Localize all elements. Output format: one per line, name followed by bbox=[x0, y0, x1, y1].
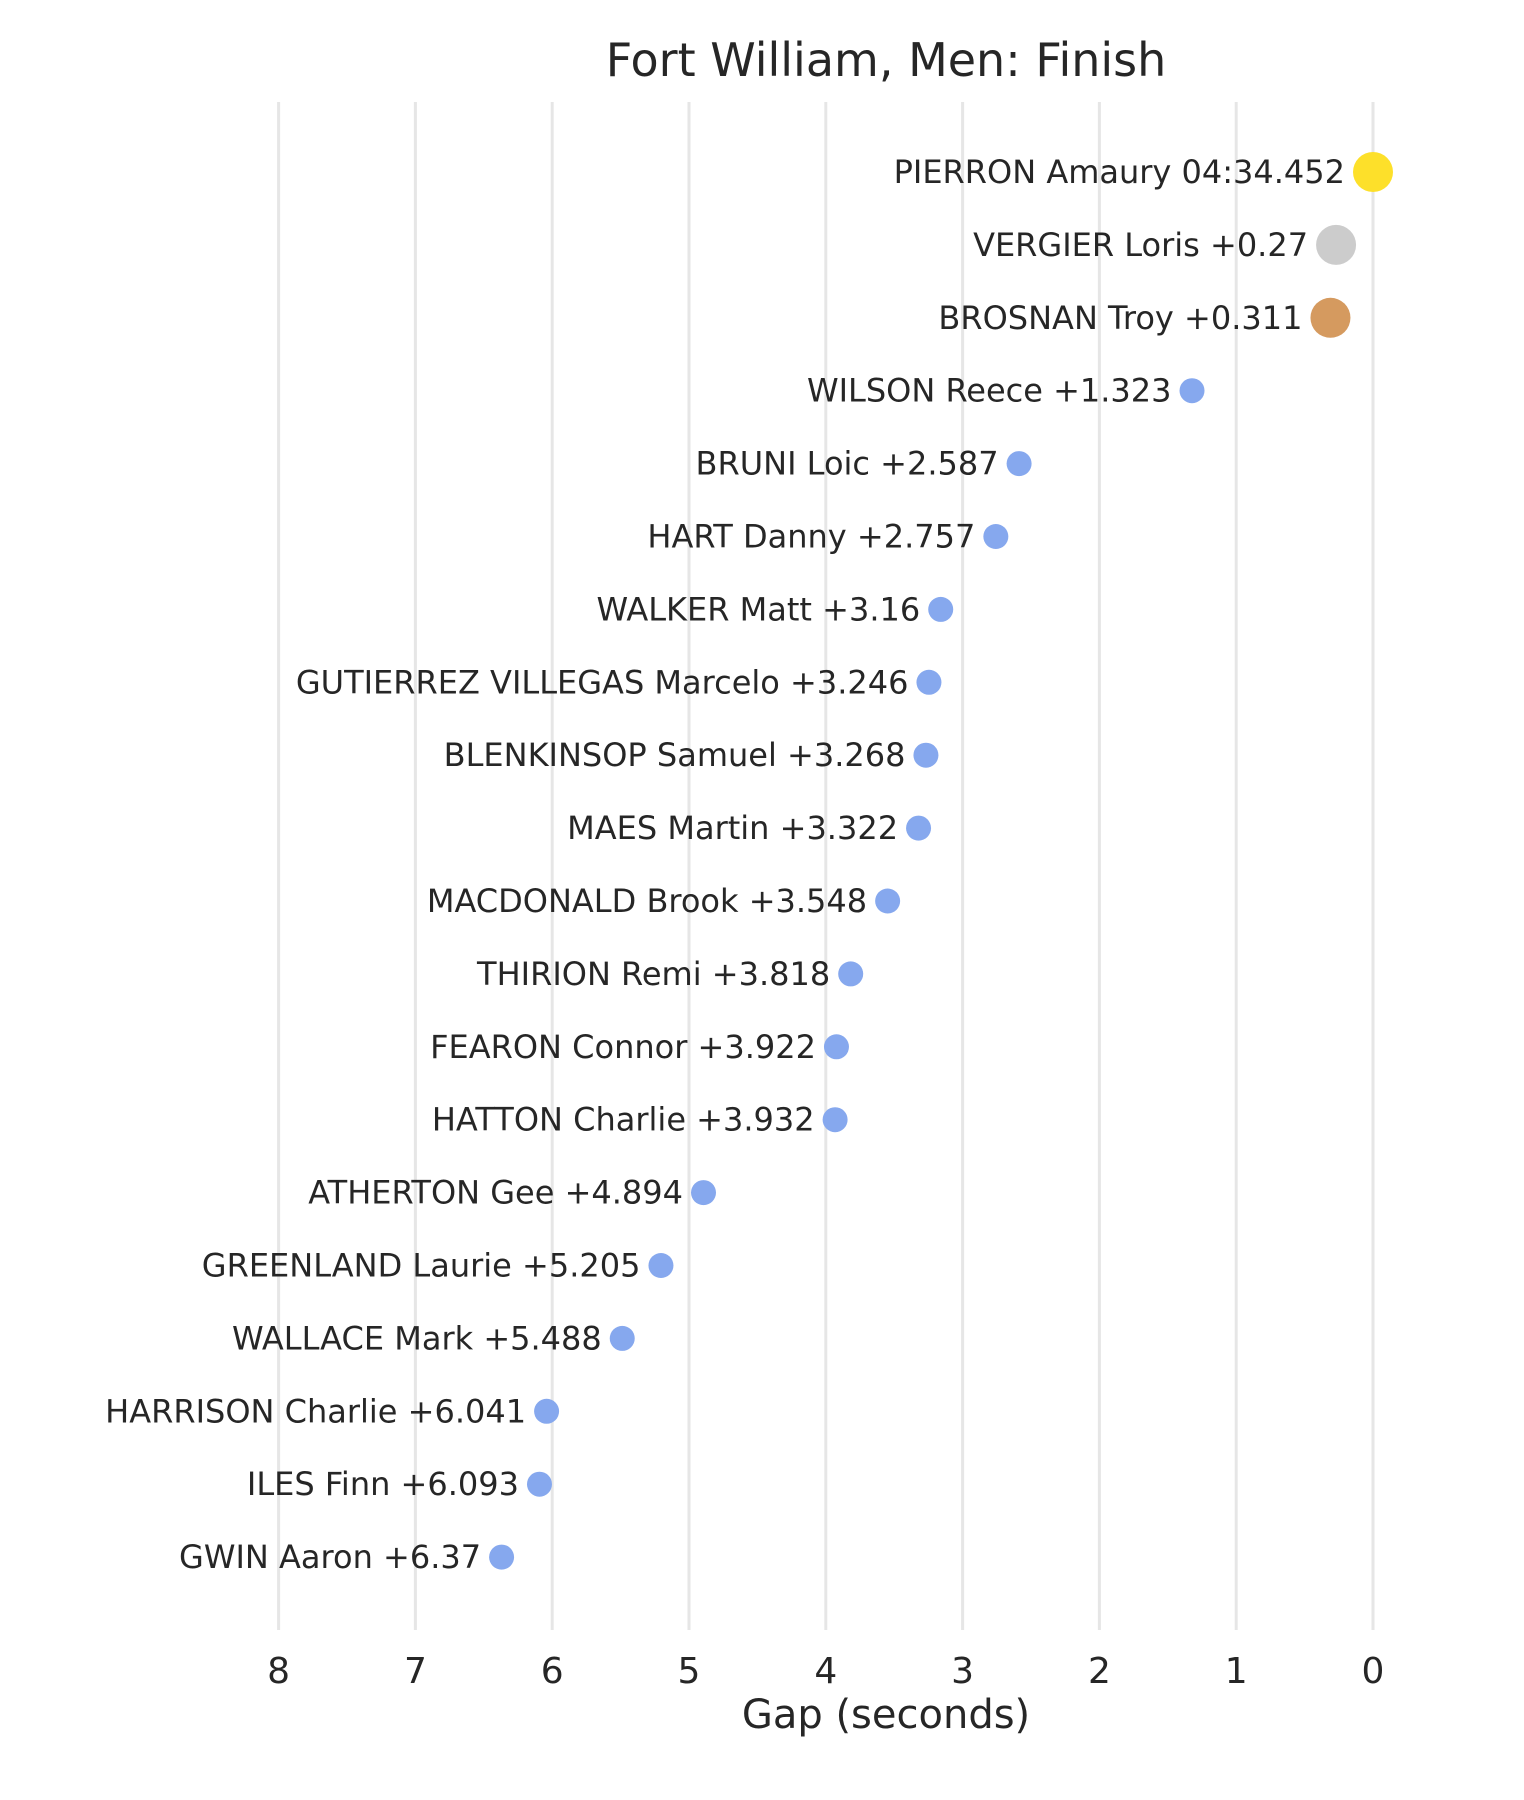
x-tick-label: 1 bbox=[1225, 1651, 1248, 1692]
data-point-label: ILES Finn +6.093 bbox=[247, 1465, 519, 1503]
data-point bbox=[1006, 451, 1032, 477]
data-point bbox=[1316, 224, 1357, 265]
data-point bbox=[916, 669, 942, 695]
data-point bbox=[691, 1180, 717, 1206]
data-point-label: HARRISON Charlie +6.041 bbox=[105, 1392, 526, 1430]
x-tick-label: 8 bbox=[267, 1651, 290, 1692]
data-point bbox=[838, 961, 864, 987]
data-point bbox=[983, 524, 1009, 549]
data-point-label: WILSON Reece +1.323 bbox=[807, 372, 1172, 410]
data-point-label: GUTIERREZ VILLEGAS Marcelo +3.246 bbox=[296, 663, 909, 701]
data-point-label: MACDONALD Brook +3.548 bbox=[427, 882, 867, 920]
data-point-label: MAES Martin +3.322 bbox=[567, 809, 898, 847]
data-point bbox=[1179, 378, 1205, 404]
data-point-label: GWIN Aaron +6.37 bbox=[179, 1538, 481, 1576]
x-tick-label: 0 bbox=[1362, 1651, 1385, 1692]
data-point-label: HART Danny +2.757 bbox=[647, 518, 975, 556]
data-point-label: BROSNAN Troy +0.311 bbox=[938, 299, 1302, 337]
x-tick-label: 7 bbox=[404, 1651, 427, 1692]
data-point-label: VERGIER Loris +0.27 bbox=[973, 226, 1308, 264]
data-point-label: FEARON Connor +3.922 bbox=[430, 1028, 816, 1066]
data-point bbox=[906, 815, 932, 841]
data-point-label: WALKER Matt +3.16 bbox=[596, 590, 920, 628]
x-tick-label: 5 bbox=[678, 1651, 701, 1692]
data-point bbox=[534, 1398, 560, 1424]
data-point-label: GREENLAND Laurie +5.205 bbox=[202, 1247, 641, 1285]
x-tick-label: 3 bbox=[951, 1651, 974, 1692]
data-point bbox=[609, 1325, 635, 1351]
data-point bbox=[1353, 152, 1393, 192]
data-point-label: PIERRON Amaury 04:34.452 bbox=[894, 153, 1345, 191]
data-point-label: ATHERTON Gee +4.894 bbox=[308, 1174, 683, 1212]
data-point bbox=[489, 1544, 515, 1570]
data-point-label: BRUNI Loic +2.587 bbox=[696, 445, 999, 483]
data-point bbox=[823, 1034, 849, 1060]
grid-lines bbox=[277, 102, 1375, 1630]
data-point bbox=[875, 888, 901, 914]
data-point bbox=[928, 596, 954, 622]
data-point-label: BLENKINSOP Samuel +3.268 bbox=[444, 736, 906, 774]
data-point bbox=[822, 1107, 848, 1133]
data-points bbox=[489, 152, 1393, 1570]
data-point bbox=[526, 1471, 552, 1497]
data-point-label: HATTON Charlie +3.932 bbox=[432, 1101, 815, 1139]
data-point-label: THIRION Remi +3.818 bbox=[476, 955, 830, 993]
x-tick-label: 2 bbox=[1088, 1651, 1111, 1692]
x-axis-label: Gap (seconds) bbox=[742, 1692, 1030, 1738]
point-labels: PIERRON Amaury 04:34.452 VERGIER Loris +0… bbox=[105, 153, 1345, 1576]
data-point bbox=[1310, 297, 1351, 338]
data-point-label: WALLACE Mark +5.488 bbox=[232, 1319, 602, 1357]
x-tick-label: 4 bbox=[814, 1651, 837, 1692]
data-point bbox=[913, 742, 939, 768]
x-tick-label: 6 bbox=[541, 1651, 564, 1692]
data-point bbox=[648, 1253, 674, 1278]
chart-title: Fort William, Men: Finish bbox=[606, 33, 1167, 87]
x-axis-ticks: 8 7 6 5 4 3 2 1 0 bbox=[267, 1651, 1384, 1692]
